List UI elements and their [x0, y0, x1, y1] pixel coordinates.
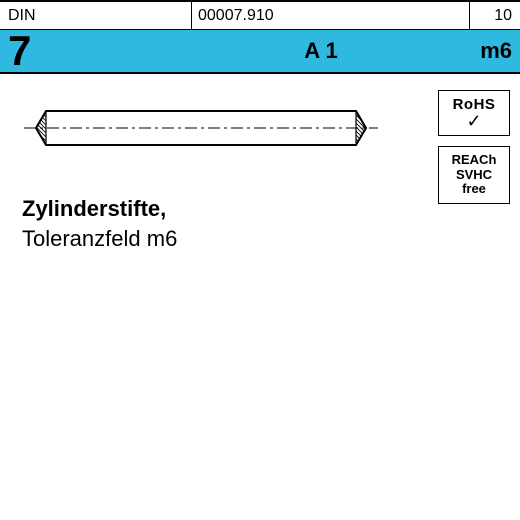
pin-technical-drawing: [22, 98, 382, 158]
compliance-badges: RoHS ✓ REACh SVHC free: [438, 90, 510, 204]
header-row-2: 7 A 1 m6: [0, 30, 520, 74]
tolerance-value: m6: [480, 38, 512, 64]
rohs-badge: RoHS ✓: [438, 90, 510, 136]
header-row-1: DIN 00007.910 10: [0, 2, 520, 30]
reach-badge: REACh SVHC free: [438, 146, 510, 204]
tolerance-cell: m6: [450, 30, 520, 72]
code-value: 00007.910: [198, 7, 274, 25]
reach-line3: free: [462, 182, 486, 197]
material-cell: A 1: [192, 30, 450, 72]
right-code-cell: 10: [470, 2, 520, 29]
reach-line1: REACh: [452, 153, 497, 168]
code-cell: 00007.910: [192, 2, 470, 29]
check-icon: ✓: [466, 112, 481, 130]
din-number-cell: 7: [0, 30, 192, 72]
standard-cell: DIN: [0, 2, 192, 29]
material-value: A 1: [304, 38, 337, 64]
reach-line2: SVHC: [456, 168, 492, 183]
description-title: Zylinderstifte,: [22, 196, 177, 222]
standard-label: DIN: [8, 7, 36, 25]
right-code-value: 10: [494, 7, 512, 25]
din-number: 7: [8, 30, 31, 72]
description-block: Zylinderstifte, Toleranzfeld m6: [22, 196, 177, 252]
description-subtitle: Toleranzfeld m6: [22, 226, 177, 252]
content-area: RoHS ✓ REACh SVHC free Zylinderstifte, T…: [0, 74, 520, 98]
header-table: DIN 00007.910 10 7 A 1 m6: [0, 0, 520, 74]
